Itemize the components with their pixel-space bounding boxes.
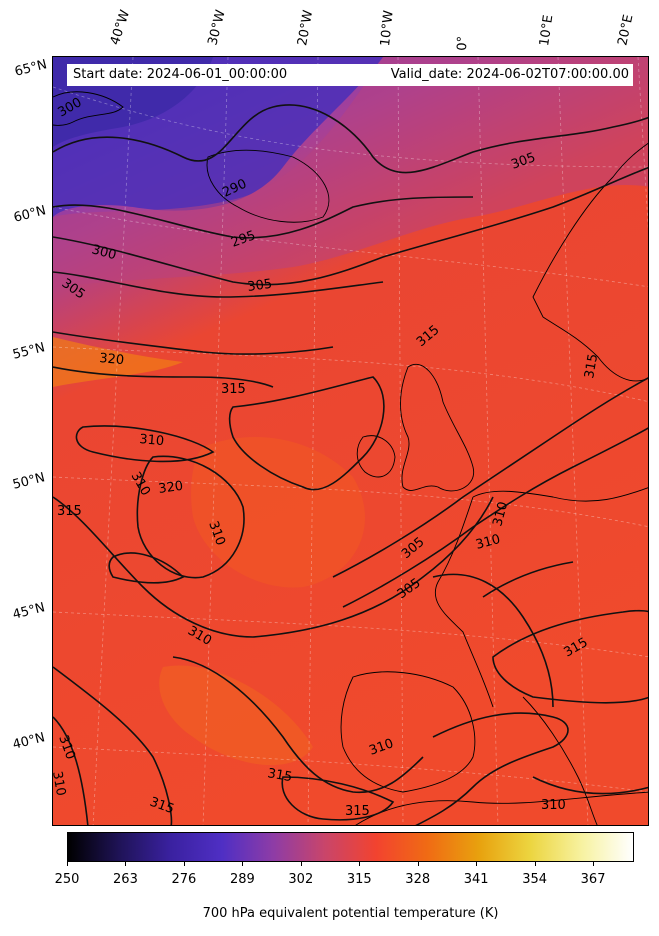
lat-label-60n: 60°N	[12, 203, 48, 226]
colorbar-tick-label: 276	[171, 872, 197, 887]
colorbar-tick-mark	[534, 862, 536, 866]
lon-label-10e: 10°E	[537, 13, 557, 47]
transition-band	[53, 57, 648, 287]
contour-label: 315	[582, 353, 601, 380]
colorbar	[67, 832, 634, 862]
colorbar-tick-label: 289	[229, 872, 255, 887]
contour-lines	[53, 104, 648, 825]
warm-streak	[53, 337, 183, 387]
contour-label: 300	[90, 242, 118, 263]
lon-label-10w: 10°W	[378, 9, 397, 48]
lat-label-45n: 45°N	[11, 600, 47, 623]
colorbar-tick-label: 367	[580, 872, 606, 887]
contour-label: 315	[221, 382, 246, 397]
colorbar-label: 700 hPa equivalent potential temperature…	[202, 906, 499, 921]
colorbar-tick-mark	[359, 862, 361, 866]
contour-label: 305	[246, 277, 273, 295]
colorbar-tick-label: 315	[346, 872, 372, 887]
lat-label-50n: 50°N	[11, 470, 47, 493]
colorbar-tick-mark	[125, 862, 127, 866]
warm-blob-west	[191, 437, 365, 588]
colorbar-tick-label: 250	[54, 872, 80, 887]
colorbar-tick-mark	[67, 862, 68, 866]
colorbar-tick-mark	[300, 862, 302, 866]
map-canvas: 295 300 305 305 315 320 315 310 320 315 …	[53, 57, 648, 825]
contour-label: 310	[474, 532, 502, 553]
lon-label-40w: 40°W	[107, 8, 134, 47]
contour-label: 310	[490, 500, 511, 528]
warm-blob-sw	[159, 665, 313, 766]
colorbar-tick-mark	[183, 862, 185, 866]
contour-label: 310	[541, 798, 566, 813]
colorbar-tick-label: 328	[405, 872, 431, 887]
lon-label-20w: 20°W	[295, 9, 317, 48]
colorbar-tick-mark	[242, 862, 244, 866]
contour-label: 315	[266, 766, 293, 785]
contour-label: 310	[139, 432, 165, 449]
colorbar-tick-mark	[593, 862, 595, 866]
lat-label-55n: 55°N	[11, 340, 47, 363]
colorbar-tick-label: 341	[463, 872, 489, 887]
contour-label: 320	[99, 351, 125, 368]
colorbar-tick-label: 263	[113, 872, 138, 887]
colorbar-tick-label: 354	[522, 872, 548, 887]
lon-label-20e: 20°E	[615, 13, 637, 48]
start-date-label: Start date: 2024-06-01_00:00:00	[73, 67, 288, 82]
contour-label: 310	[53, 770, 68, 797]
contour-label: 315	[345, 804, 370, 819]
lon-label-0: 0°	[455, 35, 471, 51]
lat-label-40n: 40°N	[11, 730, 47, 753]
lon-label-30w: 30°W	[205, 8, 229, 47]
run-info-bar: Start date: 2024-06-01_00:00:00 Valid_da…	[67, 64, 633, 86]
valid-date-label: Valid_date: 2024-06-02T07:00:00.00	[390, 67, 629, 82]
colorbar-tick-label: 302	[288, 872, 314, 887]
colorbar-tick-mark	[417, 862, 419, 866]
contour-label: 320	[157, 479, 184, 497]
lat-label-65n: 65°N	[13, 57, 49, 80]
contour-label: 315	[57, 504, 82, 519]
map-panel: 295 300 305 305 315 320 315 310 320 315 …	[52, 56, 649, 826]
colorbar-tick-mark	[476, 862, 478, 866]
